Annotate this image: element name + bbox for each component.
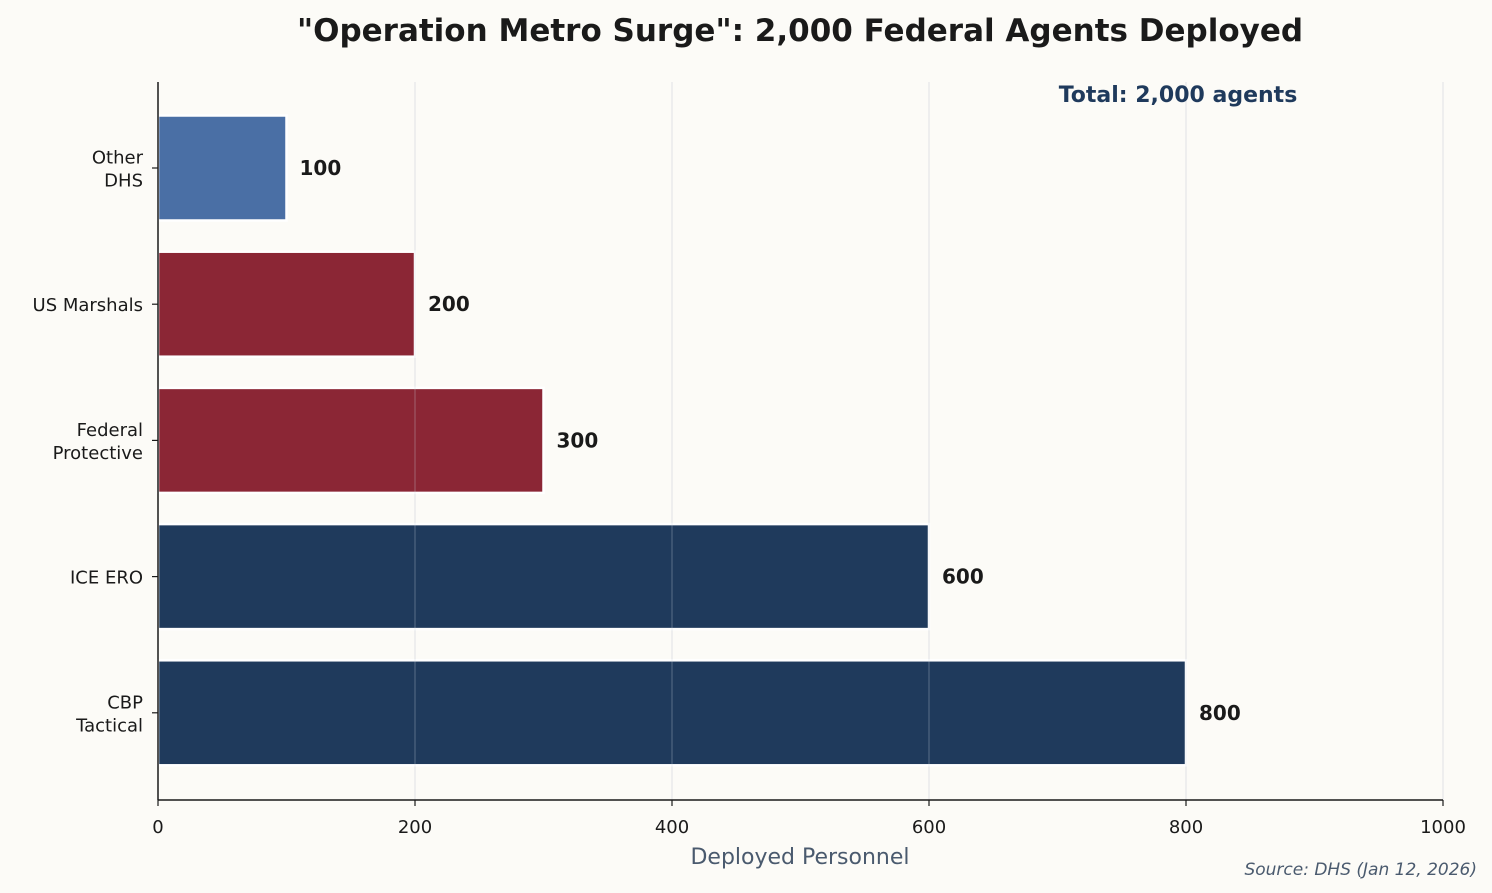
data-labels: 100 200 300 600 800 — [300, 156, 1241, 725]
bar — [156, 250, 417, 358]
x-tick-label: 1000 — [1420, 817, 1466, 838]
bar — [156, 386, 545, 495]
chart-title: "Operation Metro Surge": 2,000 Federal A… — [297, 13, 1303, 49]
y-tick-label: Tactical — [75, 715, 143, 736]
y-tick-label: DHS — [104, 171, 143, 192]
x-tick-label: 800 — [1169, 817, 1203, 838]
y-tick-label: CBP — [107, 692, 143, 713]
x-tick-label: 600 — [912, 817, 946, 838]
bar — [156, 522, 931, 631]
y-tick-label: Other — [92, 148, 144, 169]
total-annotation: Total: 2,000 agents — [1059, 83, 1298, 108]
y-tick-label: Federal — [77, 420, 143, 441]
data-label: 800 — [1199, 701, 1241, 725]
data-label: 100 — [300, 156, 342, 180]
y-tick-label: US Marshals — [33, 295, 143, 316]
gridlines-overlay — [414, 82, 1444, 800]
source-note: Source: DHS (Jan 12, 2026) — [1244, 860, 1477, 880]
x-tick-label: 0 — [152, 817, 163, 838]
x-tick-label: 400 — [655, 817, 689, 838]
bar — [156, 659, 1188, 767]
bar — [156, 114, 288, 222]
x-axis: 0 200 400 600 800 1000 — [152, 799, 1466, 838]
y-tick-label: ICE ERO — [70, 568, 143, 589]
x-tick-label: 200 — [398, 817, 432, 838]
data-label: 600 — [942, 565, 984, 589]
data-label: 200 — [428, 292, 470, 316]
x-axis-label: Deployed Personnel — [690, 845, 909, 870]
bars — [156, 114, 1188, 767]
data-label: 300 — [557, 428, 599, 452]
y-tick-label: Protective — [53, 443, 143, 464]
